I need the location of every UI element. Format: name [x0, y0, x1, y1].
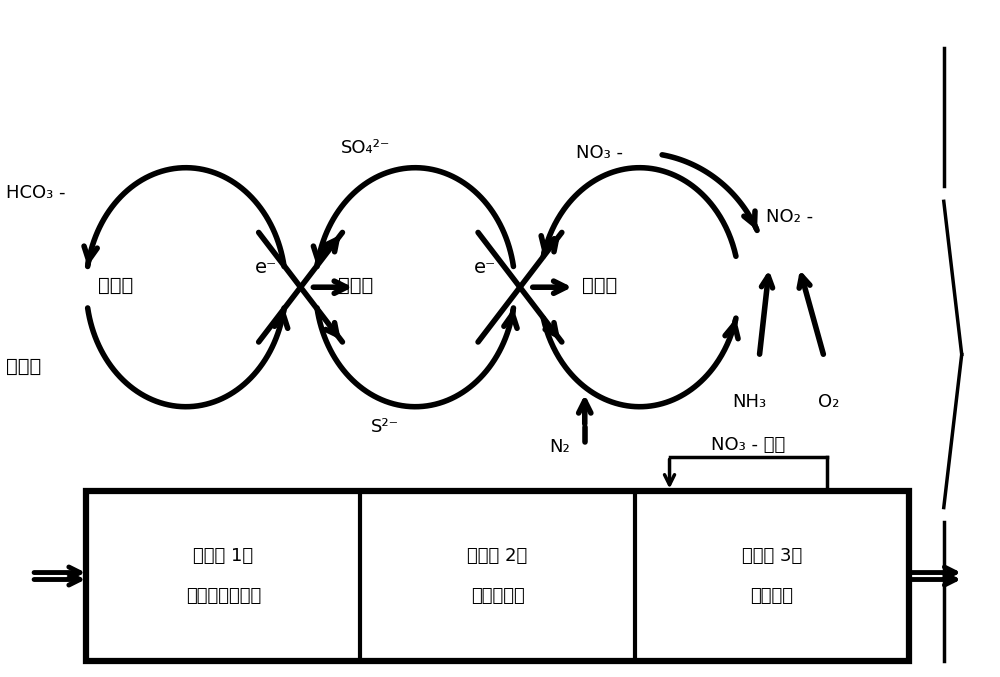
Text: e⁻: e⁻	[474, 258, 496, 277]
Text: 自养反祈化: 自养反祈化	[471, 587, 524, 605]
Text: 氮循环: 氮循环	[582, 276, 617, 294]
Text: NH₃: NH₃	[732, 393, 766, 411]
Text: NO₂ -: NO₂ -	[766, 209, 813, 227]
Text: 反应器 3：: 反应器 3：	[742, 547, 802, 565]
Text: 有机碳: 有机碳	[6, 357, 42, 376]
Text: HCO₃ -: HCO₃ -	[6, 183, 66, 202]
Text: O₂: O₂	[818, 393, 840, 411]
Text: S²⁻: S²⁻	[371, 418, 399, 435]
Text: NO₃ -: NO₃ -	[576, 144, 623, 162]
Text: 自养祈化: 自养祈化	[750, 587, 793, 605]
Text: 反应器 2：: 反应器 2：	[467, 547, 528, 565]
Text: NO₃ - 循环: NO₃ - 循环	[711, 435, 785, 454]
Text: 碳循环: 碳循环	[98, 276, 134, 294]
Text: 硫循环: 硫循环	[338, 276, 373, 294]
Text: 反应器 1：: 反应器 1：	[193, 547, 253, 565]
Text: 异氧硫酸盐还原: 异氧硫酸盐还原	[186, 587, 261, 605]
Text: SO₄²⁻: SO₄²⁻	[341, 139, 390, 157]
Text: e⁻: e⁻	[255, 258, 277, 277]
Bar	[86, 492, 909, 661]
Text: N₂: N₂	[549, 437, 570, 456]
